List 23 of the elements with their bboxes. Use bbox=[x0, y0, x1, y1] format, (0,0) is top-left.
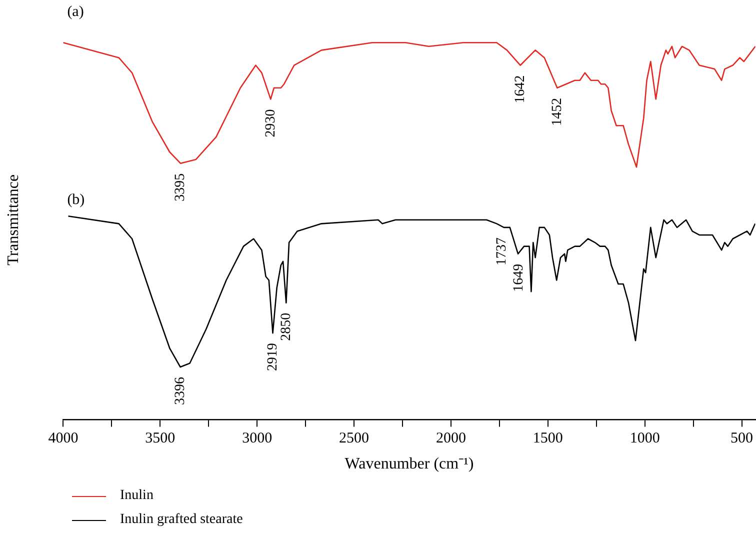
annotation: 2850 bbox=[278, 312, 294, 341]
text: (a) bbox=[67, 4, 84, 21]
annotation: 2919 bbox=[265, 343, 280, 372]
x-tick-label: 3500 bbox=[145, 430, 176, 447]
annotation: 3396 bbox=[172, 376, 188, 405]
annotation: (b) bbox=[67, 192, 85, 209]
x-tick-label: 3000 bbox=[242, 430, 272, 447]
x-tick-label: 1000 bbox=[630, 430, 660, 447]
legend-label: Inulin grafted stearate bbox=[120, 512, 243, 528]
annotation: 2930 bbox=[263, 109, 278, 138]
annotation: 3395 bbox=[173, 173, 188, 202]
x-tick-label: 2000 bbox=[436, 430, 466, 447]
legend-label: Inulin bbox=[120, 488, 154, 504]
x-tick-label: 2500 bbox=[339, 430, 370, 447]
annotation: 1642 bbox=[513, 75, 528, 104]
x-tick-label: 500 bbox=[730, 430, 753, 447]
y-axis-title: Transmittance bbox=[4, 174, 22, 266]
x-axis-title: Wavenumber (cm⁻¹) bbox=[344, 456, 474, 473]
annotation: 1452 bbox=[550, 98, 565, 126]
annotation: 1737 bbox=[494, 237, 510, 266]
x-tick-label: 1500 bbox=[532, 430, 563, 447]
annotation: 1649 bbox=[512, 264, 527, 292]
x-tick-label: 4000 bbox=[48, 430, 78, 447]
